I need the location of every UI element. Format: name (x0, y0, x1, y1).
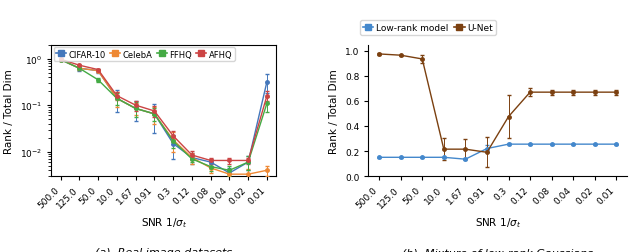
X-axis label: SNR 1/$\sigma_t$: SNR 1/$\sigma_t$ (141, 215, 187, 229)
Title: (b)  Mixture of low-rank Gaussians: (b) Mixture of low-rank Gaussians (403, 247, 593, 252)
Title: (a)  Real image datasets: (a) Real image datasets (95, 247, 232, 252)
Legend: Low-rank model, U-Net: Low-rank model, U-Net (360, 21, 496, 35)
X-axis label: SNR 1/$\sigma_t$: SNR 1/$\sigma_t$ (475, 215, 521, 229)
Legend: CIFAR-10, CelebA, FFHQ, AFHQ: CIFAR-10, CelebA, FFHQ, AFHQ (54, 48, 235, 62)
Y-axis label: Rank / Total Dim: Rank / Total Dim (330, 69, 339, 153)
Y-axis label: Rank / Total Dim: Rank / Total Dim (4, 69, 14, 153)
